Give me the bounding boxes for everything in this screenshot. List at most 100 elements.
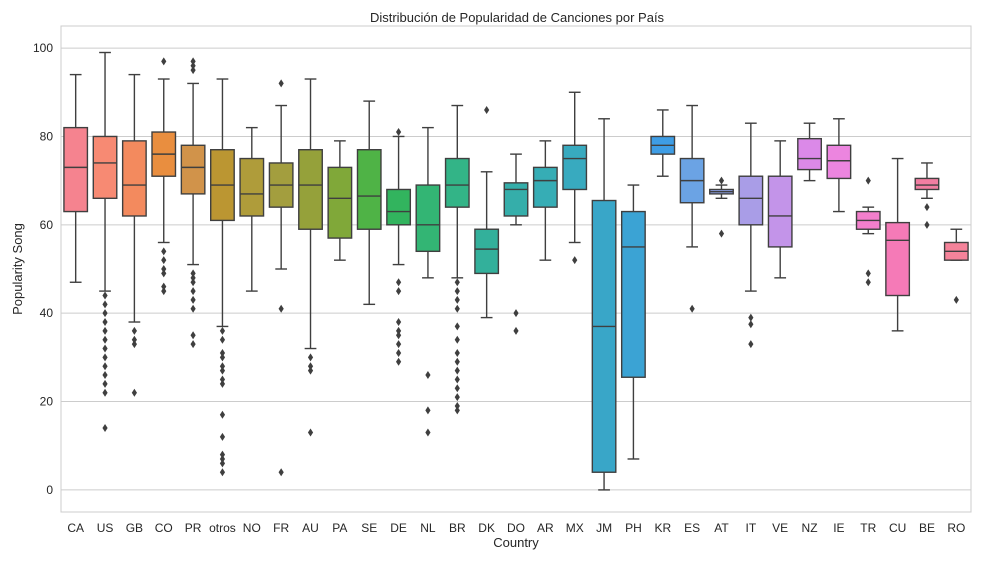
x-axis-label: Country	[493, 535, 539, 550]
outlier-point	[161, 282, 167, 291]
outlier-point	[102, 326, 108, 335]
outlier-point	[395, 331, 402, 340]
outlier-point	[190, 269, 196, 278]
box-group-PR	[180, 57, 206, 349]
outlier-point	[718, 229, 725, 238]
box-group-KR	[650, 109, 676, 177]
box-group-DO	[503, 153, 529, 335]
iqr-box	[620, 210, 646, 378]
iqr-box	[738, 175, 764, 226]
outlier-point	[689, 304, 695, 313]
outlier-point	[454, 357, 460, 366]
outlier-point	[190, 273, 196, 282]
outlier-point	[454, 322, 460, 331]
outlier-point	[219, 348, 226, 357]
outlier-point	[219, 375, 226, 384]
outlier-point	[219, 335, 226, 344]
outlier-point	[395, 318, 402, 327]
outlier-point	[190, 295, 196, 304]
outlier-point	[190, 57, 196, 66]
outlier-point	[454, 304, 460, 313]
x-tick-label: CO	[155, 521, 173, 535]
outlier-point	[102, 318, 108, 327]
outlier-point	[748, 313, 754, 322]
outlier-point	[278, 468, 284, 477]
box-group-CU	[885, 157, 911, 332]
box-group-DK	[474, 105, 500, 319]
outlier-point	[425, 371, 431, 380]
outlier-point	[307, 362, 314, 371]
iqr-box	[239, 157, 265, 217]
box-group-BR	[444, 104, 470, 415]
y-tick-labels: 0 20 40 60 80 100	[33, 41, 53, 497]
box-group-otros	[210, 78, 235, 477]
box-group-AT	[709, 176, 734, 238]
boxes	[63, 51, 969, 491]
outlier-point	[190, 61, 196, 70]
outlier-point	[219, 353, 226, 362]
outlier-point	[307, 366, 314, 375]
y-axis-label: Popularity Song	[10, 223, 25, 315]
x-tick-label: US	[97, 521, 114, 535]
outlier-point	[102, 424, 108, 433]
y-tick-label: 40	[40, 306, 54, 320]
x-tick-label: NO	[243, 521, 261, 535]
iqr-box	[885, 221, 911, 297]
iqr-box	[356, 149, 382, 230]
outlier-point	[454, 295, 460, 304]
outlier-point	[131, 340, 137, 349]
outlier-point	[102, 379, 108, 388]
outlier-point	[484, 105, 490, 114]
outlier-point	[513, 309, 519, 318]
outlier-point	[395, 348, 402, 357]
x-tick-label: AR	[537, 521, 554, 535]
outlier-point	[865, 269, 871, 278]
box-group-AU	[298, 78, 323, 437]
outlier-point	[131, 388, 137, 397]
box-group-BE	[914, 162, 940, 229]
chart-title: Distribución de Popularidad de Canciones…	[370, 10, 665, 25]
box-group-CA	[63, 73, 89, 283]
box-group-NL	[415, 126, 441, 437]
box-group-SE	[356, 100, 382, 306]
x-tick-label: PH	[625, 521, 642, 535]
outlier-point	[278, 304, 284, 313]
iqr-box	[767, 175, 793, 248]
x-tick-label: PR	[185, 521, 202, 535]
outlier-point	[953, 295, 959, 304]
outlier-point	[219, 468, 226, 477]
outlier-point	[395, 128, 402, 137]
iqr-box	[415, 184, 441, 253]
box-group-DE	[386, 128, 412, 366]
x-tick-label: MX	[566, 521, 584, 535]
outlier-point	[454, 375, 460, 384]
outlier-point	[278, 79, 284, 88]
box-group-RO	[943, 228, 969, 304]
outlier-point	[102, 309, 108, 318]
iqr-box	[180, 144, 206, 195]
outlier-point	[219, 410, 226, 419]
outlier-point	[395, 326, 402, 335]
outlier-point	[131, 335, 137, 344]
x-tick-label: DO	[507, 521, 525, 535]
iqr-box	[474, 228, 500, 275]
x-tick-label: DK	[478, 521, 495, 535]
box-group-IT	[738, 122, 764, 349]
x-tick-label: IT	[746, 521, 757, 535]
outlier-point	[718, 176, 725, 185]
iqr-box	[327, 166, 353, 239]
box-group-FR	[268, 79, 294, 477]
iqr-box	[826, 144, 852, 180]
iqr-box	[503, 182, 529, 217]
outlier-point	[454, 335, 460, 344]
x-tick-label: ES	[684, 521, 700, 535]
outlier-point	[102, 353, 108, 362]
outlier-point	[454, 384, 460, 393]
outlier-point	[513, 326, 519, 335]
outlier-point	[190, 278, 196, 287]
outlier-point	[219, 454, 226, 463]
x-tick-label: RO	[947, 521, 965, 535]
x-tick-label: PA	[332, 521, 347, 535]
